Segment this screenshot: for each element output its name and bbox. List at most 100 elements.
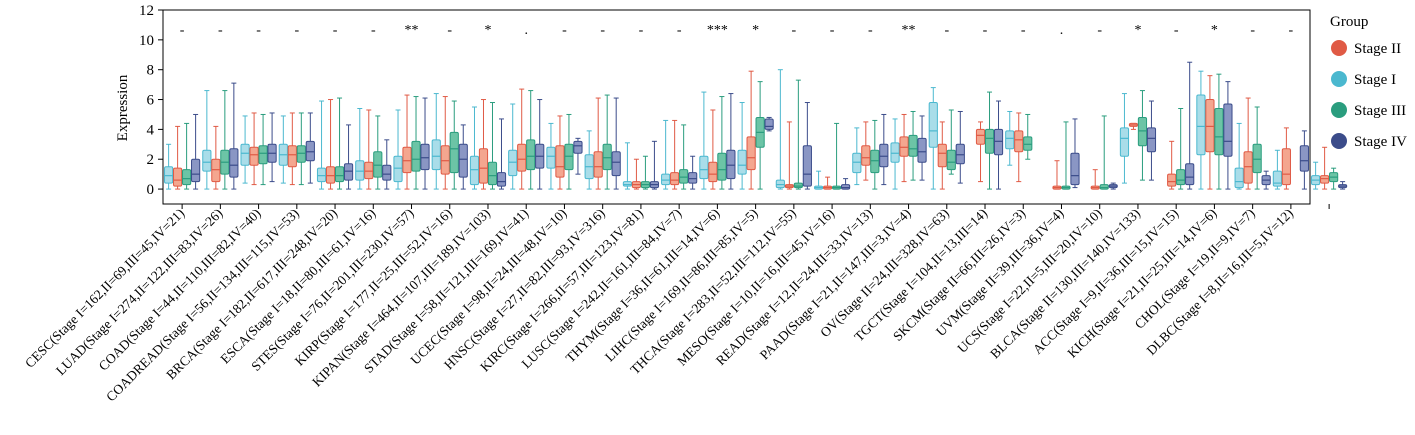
box: [1119, 127, 1130, 157]
box: [393, 155, 403, 183]
box: [993, 128, 1004, 156]
box-group: [1090, 115, 1118, 190]
box: [1234, 167, 1244, 189]
box: [164, 166, 174, 184]
box: [737, 149, 747, 175]
box: [1146, 127, 1157, 153]
box: [564, 143, 574, 171]
box: [191, 158, 201, 183]
box: [870, 149, 880, 174]
box: [555, 145, 565, 178]
box: [928, 102, 938, 148]
box: [726, 149, 736, 180]
box: [478, 148, 489, 184]
box: [487, 161, 498, 186]
significance-label: -: [830, 23, 835, 38]
y-tick-label: 2: [147, 152, 155, 168]
box-group: [737, 70, 774, 190]
box: [764, 118, 774, 130]
box: [679, 169, 689, 184]
box: [258, 145, 268, 165]
y-tick-label: 12: [139, 3, 154, 19]
box-group: [1234, 97, 1271, 190]
significance-label: .: [524, 23, 528, 38]
significance-label: ***: [707, 23, 728, 38]
box-group: [852, 113, 889, 190]
box-series: [164, 61, 1348, 190]
legend-label: Stage III: [1354, 103, 1406, 119]
box: [325, 166, 336, 184]
significance-label: -: [600, 23, 605, 38]
significance-label: -: [639, 23, 644, 38]
box: [573, 140, 583, 154]
box: [546, 146, 556, 169]
box: [975, 128, 986, 145]
box: [402, 146, 412, 174]
significance-label: .: [1060, 23, 1064, 38]
box-group: [584, 94, 621, 190]
box: [249, 146, 259, 166]
box: [937, 143, 947, 168]
box: [593, 151, 603, 178]
significance-label: -: [294, 23, 299, 38]
box: [305, 140, 315, 162]
box: [793, 182, 803, 189]
y-tick-label: 8: [147, 63, 155, 79]
box-group: [278, 112, 315, 186]
legend: Group Stage II Stage I Stage III Stage IV: [1330, 14, 1407, 150]
box: [355, 160, 365, 181]
box: [431, 139, 441, 171]
box: [861, 145, 871, 166]
box-group: [508, 88, 545, 190]
plot-frame: [162, 9, 1311, 205]
box: [670, 172, 680, 186]
legend-marker: [1331, 40, 1347, 56]
box-group: [622, 140, 660, 190]
box: [852, 152, 862, 174]
significance-label: -: [677, 23, 682, 38]
legend-marker: [1331, 133, 1347, 149]
box: [182, 169, 192, 186]
box: [1099, 184, 1109, 190]
significance-label: -: [371, 23, 376, 38]
box-group: [1196, 70, 1233, 190]
box: [1205, 99, 1215, 153]
box: [1223, 103, 1233, 157]
significance-label: *: [1211, 23, 1218, 38]
box: [708, 161, 718, 183]
box: [746, 136, 756, 171]
box: [316, 167, 327, 183]
box: [955, 143, 965, 165]
legend-label: Stage II: [1354, 41, 1401, 57]
box-group: [355, 107, 392, 190]
box: [1014, 130, 1024, 153]
box: [458, 143, 468, 178]
significance-label: -: [792, 23, 797, 38]
box: [449, 131, 459, 174]
box: [1196, 94, 1206, 156]
significance-label: -: [1021, 23, 1026, 38]
box: [717, 152, 727, 181]
significance-label: *: [1134, 23, 1141, 38]
box: [661, 173, 671, 186]
box-group: [813, 122, 851, 190]
box: [508, 149, 518, 177]
box-group: [546, 113, 583, 190]
box-group: [1272, 127, 1309, 190]
box-group: [775, 69, 812, 190]
box: [775, 179, 785, 189]
legend-label: Stage IV: [1354, 134, 1407, 150]
box: [1023, 136, 1033, 151]
box: [526, 139, 536, 171]
box: [469, 155, 480, 186]
significance-label: -: [1097, 23, 1102, 38]
box: [908, 134, 918, 157]
significance-label: *: [752, 23, 759, 38]
y-tick-label: 6: [147, 93, 155, 109]
box-group: [1005, 110, 1033, 183]
box: [1137, 116, 1148, 147]
box: [879, 143, 889, 168]
box: [1176, 169, 1186, 186]
box: [202, 149, 212, 172]
